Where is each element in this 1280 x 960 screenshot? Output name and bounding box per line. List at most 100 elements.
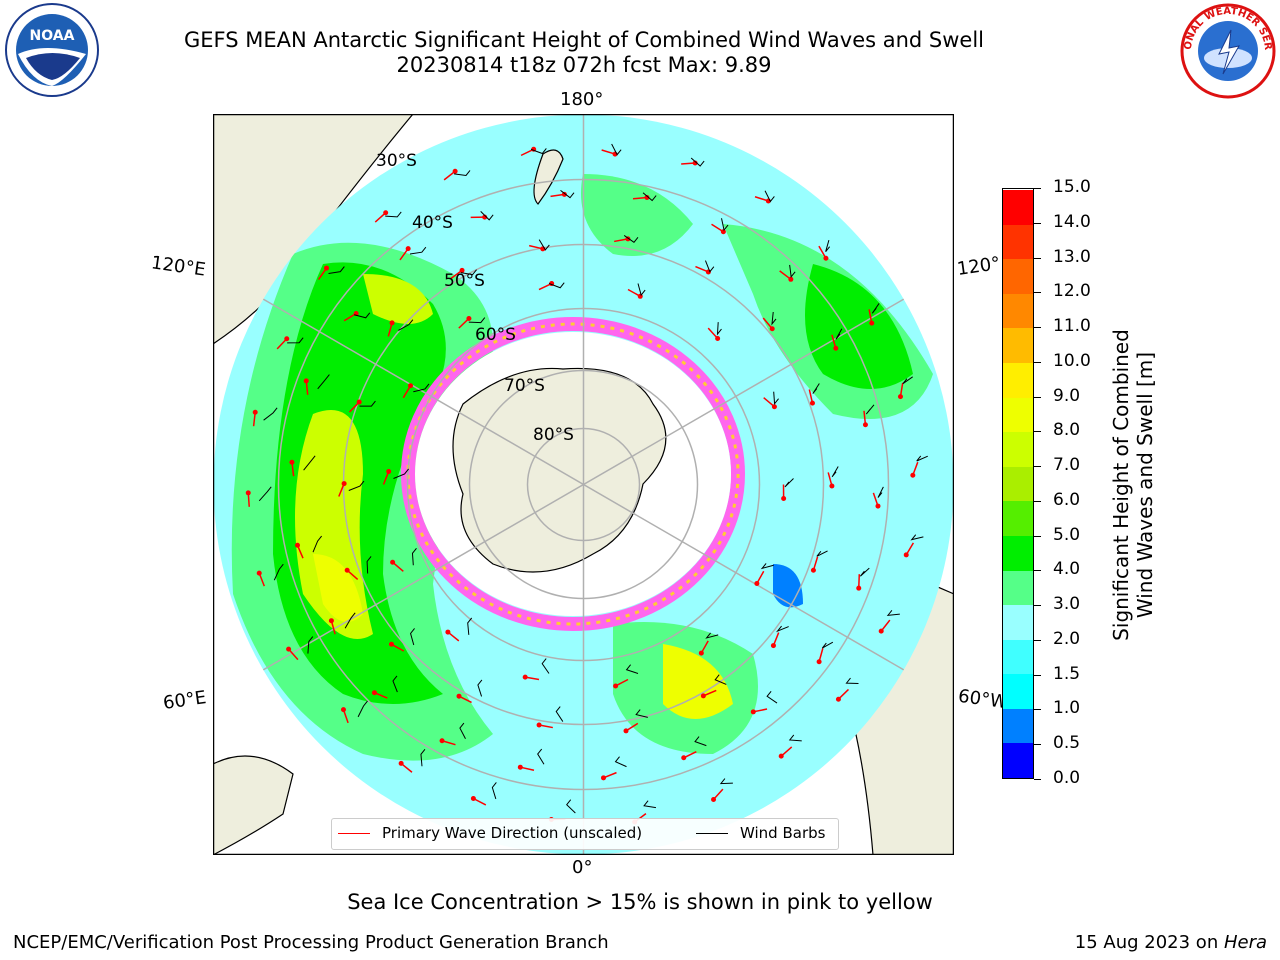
wave-arrow-head (829, 483, 835, 489)
wind-barb (637, 283, 646, 297)
wave-arrow-head (286, 646, 292, 652)
colorbar-tick-mark (1034, 744, 1041, 746)
wind-barb (303, 455, 316, 471)
graticule-lon (262, 114, 905, 855)
wave-arrow-head (386, 468, 392, 474)
colorbar-tick-label: 10.0 (1053, 350, 1091, 371)
wind-barb (821, 641, 834, 649)
lon-label-180: 180° (560, 89, 604, 110)
colorbar-tick-label: 5.0 (1053, 524, 1081, 545)
wave-arrow-head (720, 229, 726, 235)
wave-arrow-head (862, 422, 868, 428)
wave-arrow-head (517, 764, 523, 770)
wave-zone-9m (313, 554, 363, 622)
wind-barb (831, 466, 839, 478)
wave-arrow-head (833, 345, 839, 351)
colorbar-tick-label: 0.5 (1053, 733, 1081, 754)
colorbar-tick-mark (1034, 674, 1041, 676)
wind-barb (328, 266, 345, 275)
wave-arrow-head (340, 707, 346, 713)
wave-arrow-head (536, 722, 542, 728)
wind-barb (566, 799, 576, 814)
map-legend: Primary Wave Direction (unscaled) Wind B… (331, 818, 839, 850)
wave-arrow-head (390, 559, 396, 565)
wind-barb (555, 706, 564, 722)
colorbar-segment (1003, 674, 1033, 709)
wave-zone-9m-south (663, 644, 733, 719)
wind-barb (307, 636, 314, 654)
wind-barb (359, 400, 376, 407)
wind-barb (789, 264, 796, 279)
colorbar-segment (1003, 397, 1033, 433)
colorbar-segment (1003, 605, 1033, 640)
wave-arrow-head (754, 580, 760, 586)
wave-arrow-head (284, 336, 290, 342)
wave-arrow-head (405, 246, 411, 252)
wave-arrow-head (700, 693, 706, 699)
wave-arrow-head (294, 542, 300, 548)
wind-barb (611, 143, 622, 156)
wind-barb (719, 778, 733, 785)
lat-label-30s: 30°S (376, 151, 417, 171)
wave-arrow-head (388, 641, 394, 647)
wind-barb (816, 550, 828, 557)
wave-arrow-head (256, 570, 262, 576)
noaa-logo: NOAA (5, 3, 99, 97)
wind-barb (411, 547, 417, 566)
credit-date: 15 Aug 2023 on Hera (1074, 932, 1267, 953)
legend-wave-line (338, 833, 370, 834)
wind-barb (625, 664, 639, 674)
wind-barb (721, 218, 729, 232)
wind-barb (560, 189, 575, 199)
plot-title: GEFS MEAN Antarctic Significant Height o… (183, 28, 985, 52)
wave-arrow-head (252, 409, 258, 415)
colorbar-tick-label: 1.5 (1053, 663, 1081, 684)
wave-arrow-head (398, 760, 404, 766)
wave-arrow-head (778, 753, 784, 759)
wind-barb (263, 407, 278, 421)
wind-barb (716, 322, 722, 336)
wind-barb (258, 486, 272, 502)
wind-barb (784, 478, 794, 488)
lon-label-120e: 120°E (149, 252, 207, 281)
wind-barb (773, 391, 779, 406)
wave-arrow-head (910, 472, 916, 478)
wave-arrow-head (809, 400, 815, 406)
wind-barb (635, 709, 648, 718)
colorbar-tick-label: 9.0 (1053, 385, 1081, 406)
wind-barb (548, 282, 565, 289)
wave-arrow-head (522, 674, 528, 680)
wind-barb (477, 679, 483, 697)
colorbar-tick-label: 3.0 (1053, 594, 1081, 615)
wave-arrow-head (371, 690, 377, 696)
colorbar-tick-mark (1034, 361, 1041, 363)
wind-barb (642, 192, 657, 202)
wind-barb (877, 486, 884, 498)
wind-barb (771, 311, 777, 326)
land-africa (213, 755, 294, 855)
wind-barb (871, 303, 880, 314)
colorbar-segment (1003, 535, 1033, 571)
colorbar-tick-mark (1034, 222, 1041, 224)
legend-wind-line (696, 833, 728, 834)
lat-label-50s: 50°S (444, 271, 485, 291)
colorbar-tick-mark (1034, 709, 1041, 711)
wind-barb (410, 628, 415, 646)
wind-barb (623, 235, 639, 244)
wind-barb (530, 148, 547, 155)
wave-arrow-head (407, 383, 413, 389)
wind-barb (354, 312, 371, 319)
colorbar-tick-mark (1034, 779, 1041, 780)
wave-arrow-head (600, 775, 606, 781)
wave-arrow-head (715, 335, 721, 341)
colorbar-segment (1003, 743, 1033, 778)
wind-barb (845, 677, 859, 684)
colorbar-tick-mark (1034, 500, 1041, 502)
wave-arrow-head (644, 194, 650, 200)
wave-zone-7m-a (363, 274, 433, 324)
wind-barb (366, 556, 372, 574)
wind-barb (385, 211, 402, 218)
wind-barb (760, 563, 774, 570)
colorbar-tick-label: 8.0 (1053, 420, 1081, 441)
colorbar-segment (1003, 708, 1033, 744)
